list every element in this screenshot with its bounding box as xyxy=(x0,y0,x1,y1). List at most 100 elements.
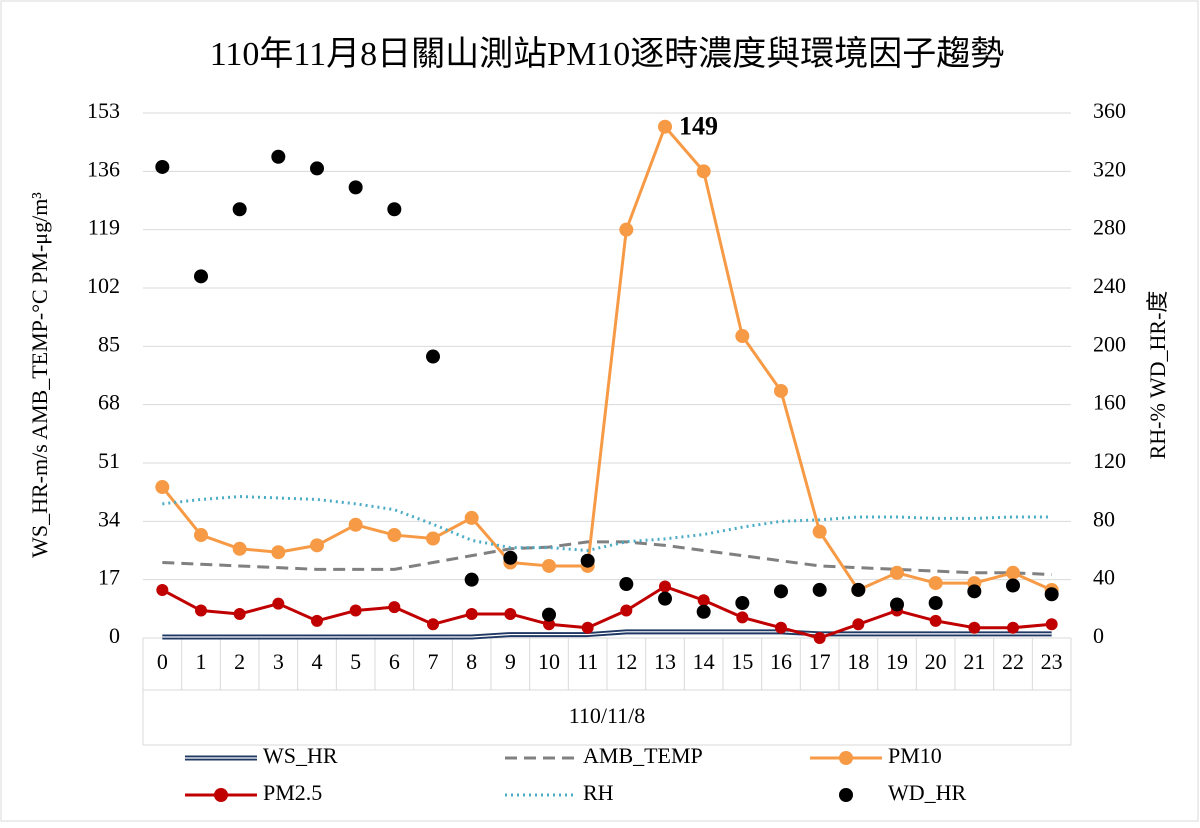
x-tick-label: 0 xyxy=(157,649,168,674)
y2-tick-label: 360 xyxy=(1093,98,1126,123)
data-point xyxy=(348,517,363,532)
data-point xyxy=(271,149,286,164)
legend-label: PM2.5 xyxy=(263,780,322,805)
data-point xyxy=(696,604,711,619)
y-tick-label: 0 xyxy=(109,623,120,648)
y2-tick-label: 40 xyxy=(1093,565,1115,590)
x-tick-label: 16 xyxy=(770,649,792,674)
data-point xyxy=(194,269,208,284)
data-point xyxy=(543,618,555,631)
legend-marker xyxy=(839,788,853,802)
x-tick-label: 22 xyxy=(1002,649,1024,674)
data-point xyxy=(967,584,982,599)
data-point xyxy=(464,510,479,525)
data-point xyxy=(194,528,208,543)
data-point xyxy=(1044,587,1059,602)
y2-axis-title: RH-% WD_HR-度 xyxy=(1145,291,1170,460)
data-point xyxy=(580,553,595,568)
data-point xyxy=(852,618,865,631)
y-tick-label: 136 xyxy=(87,156,120,181)
x-tick-label: 14 xyxy=(693,649,715,674)
data-point xyxy=(388,601,401,614)
data-point xyxy=(1006,578,1020,593)
data-point xyxy=(812,524,827,539)
data-point xyxy=(581,621,594,634)
data-point xyxy=(155,480,170,495)
legend-label: AMB_TEMP xyxy=(583,743,703,768)
data-point xyxy=(620,604,633,617)
data-point xyxy=(1006,565,1020,580)
data-point xyxy=(928,596,943,610)
data-point xyxy=(233,607,246,620)
y-tick-label: 17 xyxy=(98,565,120,590)
legend-label: WS_HR xyxy=(263,743,338,768)
data-point xyxy=(348,180,363,195)
data-point xyxy=(775,621,787,634)
data-point xyxy=(696,164,711,179)
y-tick-label: 68 xyxy=(98,390,120,415)
series-line xyxy=(162,540,1052,577)
x-tick-label: 13 xyxy=(654,649,676,674)
x-tick-label: 17 xyxy=(809,649,831,674)
data-point xyxy=(929,614,942,627)
data-point xyxy=(658,591,672,606)
data-point xyxy=(272,597,285,610)
series-line xyxy=(161,585,1052,640)
data-point xyxy=(542,607,556,622)
series-line-inner xyxy=(162,631,1052,638)
data-point xyxy=(427,618,439,631)
x-tick-label: 5 xyxy=(350,649,361,674)
x-tick-label: 23 xyxy=(1041,649,1063,674)
y2-tick-label: 80 xyxy=(1093,506,1115,531)
data-point xyxy=(774,383,788,398)
data-point xyxy=(813,632,826,644)
data-point xyxy=(503,550,518,565)
data-point xyxy=(890,597,904,612)
data-point xyxy=(311,614,323,627)
y-axis-title: WS_HR-m/s AMB_TEMP-°C PM-μg/m³ xyxy=(27,192,52,558)
x-tick-label: 10 xyxy=(538,649,560,674)
data-point xyxy=(890,565,904,580)
data-point xyxy=(735,329,750,344)
y-tick-label: 51 xyxy=(98,448,120,473)
x-tick-label: 2 xyxy=(234,649,245,674)
x-tick-label: 7 xyxy=(428,649,439,674)
y-tick-label: 85 xyxy=(98,331,120,356)
data-point xyxy=(659,580,671,593)
data-point xyxy=(426,349,440,364)
y2-tick-label: 320 xyxy=(1093,156,1126,181)
chart-title: 110年11月8日關山測站PM10逐時濃度與環境因子趨勢 xyxy=(210,35,1005,73)
data-point xyxy=(232,202,247,217)
x-tick-label: 20 xyxy=(925,649,947,674)
x-tick-label: 6 xyxy=(389,649,400,674)
data-point xyxy=(465,607,478,620)
x-tick-label: 21 xyxy=(963,649,985,674)
data-point xyxy=(774,584,788,599)
x-tick-label: 4 xyxy=(312,649,323,674)
y2-tick-label: 200 xyxy=(1093,331,1126,356)
x-tick-label: 12 xyxy=(615,649,637,674)
data-point xyxy=(1045,618,1058,631)
data-point xyxy=(968,621,981,634)
data-point xyxy=(658,119,672,134)
data-point xyxy=(155,159,170,174)
y2-tick-label: 160 xyxy=(1093,390,1126,415)
legend-marker xyxy=(839,751,853,765)
y2-tick-label: 0 xyxy=(1093,623,1104,648)
data-point xyxy=(232,541,247,556)
data-point xyxy=(851,582,866,597)
x-tick-label: 15 xyxy=(731,649,753,674)
data-point xyxy=(619,577,634,592)
data-point xyxy=(310,538,324,553)
data-point xyxy=(195,604,207,617)
data-point xyxy=(1007,621,1019,634)
data-point xyxy=(928,576,943,591)
data-point xyxy=(387,528,402,543)
data-point xyxy=(464,572,479,587)
x-tick-label: 19 xyxy=(886,649,908,674)
data-point xyxy=(349,604,362,617)
data-point xyxy=(310,161,324,176)
data-label: 149 xyxy=(679,112,718,141)
